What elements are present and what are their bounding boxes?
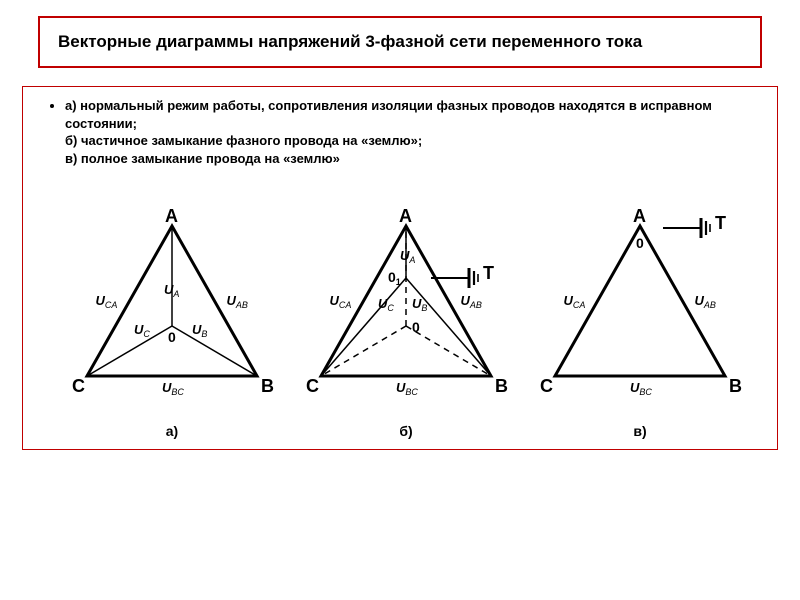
phasor-diagram-c: 0 T A B C UAB UBC UCA (525, 193, 755, 423)
svg-text:UAB: UAB (227, 293, 248, 310)
svg-text:UB: UB (412, 296, 427, 313)
svg-text:01: 01 (388, 269, 401, 287)
svg-text:C: C (540, 376, 553, 396)
svg-text:UBC: UBC (630, 380, 652, 397)
title-box: Векторные диаграммы напряжений 3-фазной … (38, 16, 762, 68)
svg-text:T: T (483, 263, 494, 283)
diagram-panel-c: 0 T A B C UAB UBC UCA в) (523, 193, 757, 439)
description-box: а) нормальный режим работы, сопротивлени… (22, 86, 778, 450)
svg-text:0: 0 (168, 329, 176, 345)
svg-text:UAB: UAB (695, 293, 716, 310)
svg-text:B: B (495, 376, 508, 396)
svg-text:0: 0 (636, 235, 644, 251)
svg-text:C: C (306, 376, 319, 396)
page-title: Векторные диаграммы напряжений 3-фазной … (58, 32, 642, 51)
svg-text:B: B (729, 376, 742, 396)
panel-caption: в) (633, 423, 646, 439)
desc-a: а) нормальный режим работы, сопротивлени… (65, 98, 712, 131)
desc-c: в) полное замыкание провода на «землю» (65, 151, 340, 166)
svg-text:T: T (715, 213, 726, 233)
svg-text:UA: UA (400, 248, 415, 265)
diagram-row: 0ABCUABUBCUCAUAUBUC a) 001TABCUABUBCUCAU… (49, 193, 763, 439)
svg-text:UCA: UCA (330, 293, 352, 310)
svg-text:UCA: UCA (564, 293, 586, 310)
desc-b: б) частичное замыкание фазного провода н… (65, 133, 422, 148)
svg-text:A: A (165, 206, 178, 226)
svg-text:UB: UB (192, 322, 207, 339)
svg-text:C: C (72, 376, 85, 396)
panel-caption: б) (399, 423, 412, 439)
diagram-panel-a: 0 A B C UAB UBC UCA UA UB UC a) (55, 193, 289, 439)
svg-text:A: A (633, 206, 646, 226)
svg-text:UCA: UCA (96, 293, 118, 310)
svg-text:UBC: UBC (396, 380, 418, 397)
desc-item: а) нормальный режим работы, сопротивлени… (65, 97, 763, 167)
svg-text:UC: UC (378, 296, 394, 313)
phasor-diagram-b: 0 01 T A B C UAB UBC UCA UA UB UC (291, 193, 521, 423)
svg-text:UA: UA (164, 282, 179, 299)
panel-caption: a) (166, 423, 178, 439)
diagram-panel-b: 0 01 T A B C UAB UBC UCA UA UB UC б) (289, 193, 523, 439)
svg-text:UAB: UAB (461, 293, 482, 310)
svg-text:UC: UC (134, 322, 150, 339)
svg-text:UBC: UBC (162, 380, 184, 397)
svg-text:B: B (261, 376, 274, 396)
svg-text:A: A (399, 206, 412, 226)
svg-text:0: 0 (412, 319, 420, 335)
phasor-diagram-a: 0 A B C UAB UBC UCA UA UB UC (57, 193, 287, 423)
